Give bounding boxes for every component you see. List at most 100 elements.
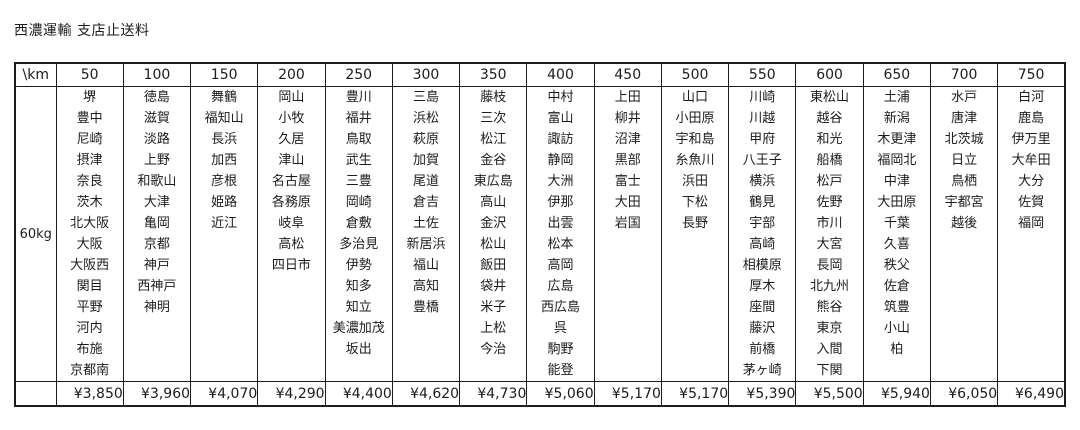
city-name: 布施 [76,342,103,357]
city-name: 松本 [547,237,574,252]
city-name: 神明 [143,300,170,315]
city-name: 出雲 [547,216,574,231]
city-list-550km: 川崎 川越 甲府 八王子 横浜 鶴見 宇部 高崎 相模原 厚木 座間 藤沢 前橋 茅ヶ崎 [728,86,797,382]
city-name: 西広島 [540,300,580,315]
price-400km: ¥5,060 [526,381,595,407]
city-name: 亀岡 [143,216,170,231]
price-450km: ¥5,170 [593,381,662,407]
city-name: 西神戸 [137,279,177,294]
city-name: 豊中 [76,111,103,126]
city-name: 岡崎 [345,195,372,210]
city-name: 福山 [412,258,439,273]
city-name: 淡路 [143,132,170,147]
city-name: 厚木 [749,279,776,294]
km-header-750: 750 [997,62,1066,87]
km-header-500: 500 [660,62,730,87]
city-name: 小田原 [675,111,715,126]
city-name: 下関 [816,363,843,378]
city-name: 鳥栖 [951,174,978,189]
city-name: 彦根 [211,174,238,189]
city-name: 富山 [547,111,574,126]
city-name: 宇部 [749,216,776,231]
city-name: 鳥取 [345,132,372,147]
price-250km: ¥4,400 [324,381,393,407]
city-name: 各務原 [271,195,311,210]
page-title: 西濃運輸 支店止送料 [14,23,150,39]
city-name: 大分 [1018,174,1045,189]
city-name: 北茨城 [944,132,984,147]
price-row: ¥3,850 ¥3,960 ¥4,070 ¥4,290 ¥4,400 ¥4,620 ¥4,7… [14,381,1066,407]
city-name: 大牟田 [1011,153,1051,168]
city-name: 茅ヶ崎 [742,363,782,378]
city-name: 知立 [345,300,372,315]
price-row-spacer [14,381,57,407]
city-name: 伊那 [547,195,574,210]
city-name: 甲府 [749,132,776,147]
weight-label: 60kg [14,86,57,382]
city-list-650km: 土浦 新潟 木更津 福岡北 中津 大田原 千葉 久喜 秩父 佐倉 筑豊 小山柏 [862,86,931,382]
price-600km: ¥5,500 [795,381,864,407]
city-name: 座間 [749,300,776,315]
city-name: 入間 [816,342,843,357]
city-list-150km: 舞鶴 福知山 長浜 加西 彦根 姫路 近江 [190,86,259,382]
city-name: 多治見 [339,237,379,252]
city-name: 新居浜 [406,237,446,252]
city-name: 大阪西 [70,258,110,273]
city-name: 市川 [816,216,843,231]
city-name: 三次 [480,111,507,126]
city-name: 高岡 [547,258,574,273]
city-name: 和歌山 [137,174,177,189]
city-name: 佐賀 [1018,195,1045,210]
city-name: 岐阜 [278,216,305,231]
city-name: 上野 [143,153,170,168]
city-name: 大阪 [76,237,103,252]
city-name: 久居 [278,132,305,147]
city-list-750km: 白河 鹿島 伊万里 大牟田 大分 佐賀 福岡 [997,86,1066,382]
price-50km: ¥3,850 [55,381,124,407]
city-name: 倉敷 [345,216,372,231]
city-name: 大津 [143,195,170,210]
km-header-400: 400 [526,62,595,87]
city-name: 奈良 [76,174,103,189]
city-name: 関目 [76,279,103,294]
shipping-rate-table: \km 50 100 150 200 250 300 350 400 450 500 550 600 6… [14,62,1066,407]
city-name: 糸魚川 [675,153,715,168]
city-name: 前橋 [749,342,776,357]
city-name: 上田 [614,90,641,105]
city-name: 倉吉 [412,195,439,210]
city-name: 岩国 [614,216,641,231]
price-300km: ¥4,620 [391,381,461,407]
city-name: 中津 [883,174,910,189]
city-name: 船橋 [816,153,843,168]
city-name: 宇和島 [675,132,715,147]
city-name: 富士 [614,174,641,189]
city-name: 茨木 [76,195,103,210]
city-name: 豊橋 [412,300,439,315]
city-name: 藤沢 [749,321,776,336]
city-list-300km: 三島 浜松 萩原 加賀 尾道 倉吉 土佐 新居浜 福山 高知 豊橋 [391,86,461,382]
city-name: 鶴見 [749,195,776,210]
city-name: 伊勢 [345,258,372,273]
city-name: 徳島 [143,90,170,105]
city-name: 岡山 [278,90,305,105]
city-name: 武生 [345,153,372,168]
city-name: 山口 [682,90,709,105]
city-name: 鹿島 [1018,111,1045,126]
km-header-300: 300 [391,62,461,87]
price-750km: ¥6,490 [997,381,1066,407]
city-name: 松山 [480,237,507,252]
city-name: 川崎 [749,90,776,105]
city-name: 大洲 [547,174,574,189]
city-name: 水戸 [951,90,978,105]
city-name: 高知 [412,279,439,294]
city-name: 松江 [480,132,507,147]
city-name: 小牧 [278,111,305,126]
city-name: 呉 [553,321,567,336]
city-name: 高山 [480,195,507,210]
city-name: 相模原 [742,258,782,273]
city-name: 川越 [749,111,776,126]
city-list-400km: 中村 富山 諏訪 静岡 大洲 伊那 出雲 松本 高岡 広島 西広島呉駒野 能登 [526,86,595,382]
city-name: 横浜 [749,174,776,189]
km-header-600: 600 [795,62,864,87]
city-list-500km: 山口 小田原 宇和島 糸魚川 浜田 下松 長野 [660,86,730,382]
